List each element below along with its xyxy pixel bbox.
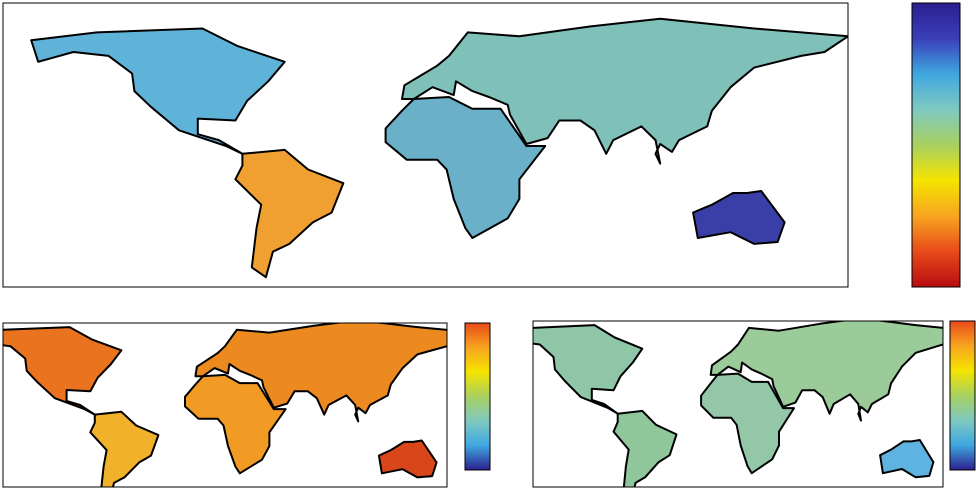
colorbar — [911, 2, 961, 288]
continent — [692, 190, 786, 245]
map-panel — [532, 320, 976, 488]
map-panel — [2, 2, 961, 288]
continent — [879, 439, 935, 479]
map-frame — [2, 322, 448, 488]
map-frame — [2, 2, 849, 288]
continent — [184, 373, 287, 475]
continent — [30, 27, 286, 155]
colorbar — [464, 322, 491, 471]
continent — [533, 324, 644, 415]
land — [3, 323, 447, 487]
continent — [194, 323, 447, 423]
continent — [401, 17, 848, 165]
colorbar — [949, 320, 976, 471]
land — [30, 17, 848, 279]
continent — [234, 148, 345, 279]
map-panel — [2, 322, 491, 488]
continent — [384, 96, 547, 239]
continent — [377, 439, 438, 479]
continent — [89, 410, 160, 487]
land — [533, 321, 943, 487]
map-frame — [532, 320, 944, 488]
continent — [3, 326, 123, 416]
continent — [709, 321, 943, 422]
continent — [612, 409, 678, 487]
continent — [700, 372, 795, 475]
